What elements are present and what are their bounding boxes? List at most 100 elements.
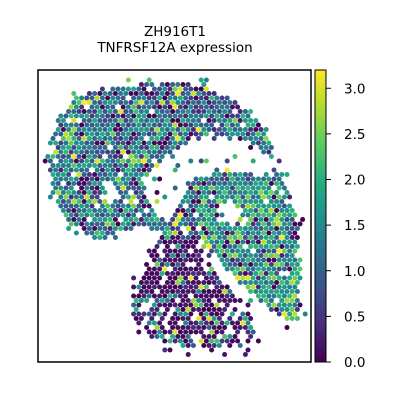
expression-spot [120, 176, 126, 182]
expression-spot [133, 109, 139, 114]
expression-spot [76, 199, 82, 204]
expression-spot [227, 226, 233, 231]
expression-spot [177, 86, 183, 92]
expression-spot [224, 302, 230, 308]
expression-spot [94, 122, 100, 128]
expression-spot [81, 163, 87, 168]
expression-spot [232, 244, 238, 249]
expression-spot [180, 280, 186, 285]
expression-spot [229, 185, 235, 191]
expression-spot [73, 203, 79, 209]
expression-spot [206, 109, 212, 114]
expression-spot [151, 266, 157, 272]
expression-spot [216, 181, 222, 186]
expression-spot [281, 311, 287, 317]
expression-spot [60, 163, 66, 168]
expression-spot [175, 307, 181, 312]
expression-spot [167, 329, 173, 335]
expression-spot [146, 158, 152, 164]
expression-spot [261, 293, 267, 299]
expression-spot [185, 253, 191, 258]
expression-spot [211, 199, 217, 204]
expression-spot [190, 289, 196, 294]
expression-spot [66, 181, 72, 186]
expression-spot [201, 325, 207, 330]
expression-spot [60, 136, 66, 141]
expression-spot [183, 302, 189, 308]
expression-spot [190, 91, 196, 96]
expression-spot [274, 289, 280, 294]
expression-spot [190, 271, 196, 276]
expression-spot [279, 244, 285, 249]
expression-spot [250, 284, 256, 290]
expression-spot [258, 199, 264, 204]
expression-spot [201, 199, 207, 204]
expression-spot [183, 338, 189, 344]
expression-spot [284, 298, 290, 303]
expression-spot [79, 194, 85, 200]
expression-spot [209, 338, 215, 344]
expression-spot [271, 293, 277, 299]
expression-spot [242, 172, 248, 177]
expression-spot [219, 122, 225, 128]
expression-spot [125, 212, 131, 218]
expression-spot [240, 275, 246, 281]
expression-spot [211, 307, 217, 312]
expression-spot [206, 127, 212, 132]
expression-spot [110, 149, 116, 155]
expression-spot [237, 226, 243, 231]
expression-spot [146, 140, 152, 146]
expression-spot [232, 298, 238, 303]
expression-spot [133, 91, 139, 96]
expression-spot [141, 185, 147, 191]
expression-spot [81, 145, 87, 150]
expression-spot [162, 311, 168, 317]
expression-spot [253, 136, 259, 141]
expression-spot [112, 91, 118, 96]
expression-spot [118, 208, 124, 213]
expression-spot [263, 217, 269, 222]
expression-spot [214, 95, 220, 101]
expression-spot [201, 208, 207, 213]
expression-spot [138, 127, 144, 132]
expression-spot [159, 91, 165, 96]
expression-spot [209, 347, 215, 353]
expression-spot [162, 329, 168, 335]
expression-spot [92, 163, 98, 168]
expression-spot [63, 131, 69, 137]
expression-spot [185, 352, 191, 357]
expression-spot [261, 239, 267, 245]
expression-spot [151, 221, 157, 227]
expression-spot [128, 100, 134, 105]
expression-spot [281, 185, 287, 191]
expression-spot [170, 127, 176, 132]
expression-spot [97, 217, 103, 222]
expression-spot [81, 172, 87, 177]
expression-spot [188, 131, 194, 137]
expression-spot [196, 127, 202, 132]
expression-spot [258, 181, 264, 186]
expression-spot [133, 190, 139, 195]
expression-spot [201, 271, 207, 276]
expression-spot [107, 127, 113, 132]
expression-spot [92, 181, 98, 186]
expression-spot [185, 289, 191, 294]
expression-spot [105, 230, 111, 236]
expression-spot [268, 280, 274, 285]
expression-spot [297, 257, 303, 263]
expression-spot [115, 113, 121, 119]
expression-spot [157, 239, 163, 245]
expression-spot [281, 266, 287, 272]
colorbar-tick-label: 1.5 [344, 218, 365, 234]
expression-spot [198, 95, 204, 101]
expression-spot [274, 217, 280, 222]
expression-spot [154, 280, 160, 285]
expression-spot [136, 104, 142, 110]
expression-spot [112, 217, 118, 222]
expression-spot [185, 316, 191, 321]
expression-spot [242, 118, 248, 123]
expression-spot [263, 136, 269, 141]
expression-spot [151, 113, 157, 119]
expression-spot [63, 185, 69, 191]
expression-spot [253, 199, 259, 204]
